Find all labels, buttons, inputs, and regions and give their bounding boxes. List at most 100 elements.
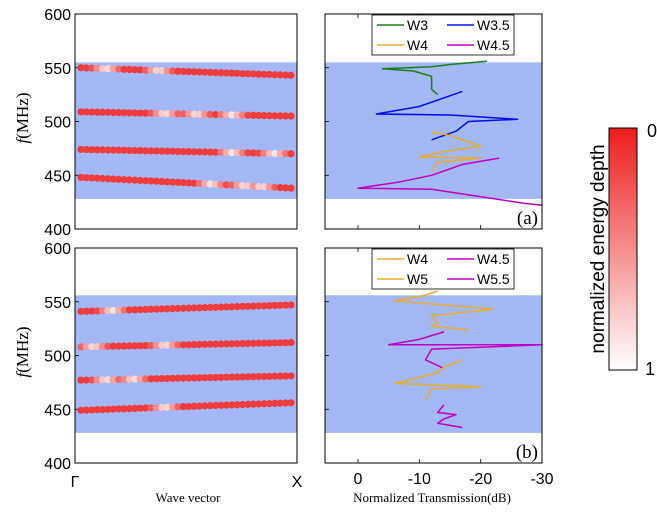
mode-point [152, 305, 160, 313]
colorbar-label: normalized energy depth [588, 144, 609, 353]
mode-point [265, 399, 274, 408]
mode-point [282, 399, 290, 407]
transmission-curve-W4 [394, 290, 494, 331]
mode-point [77, 376, 85, 384]
mode-point [174, 374, 182, 382]
mode-point [282, 301, 290, 309]
mode-point [249, 182, 257, 190]
y-axis-label-top: f(MHz) [13, 93, 32, 144]
panel-label: (a) [517, 208, 538, 229]
mode-point [195, 402, 204, 410]
mode-point [190, 340, 198, 349]
mode-point [255, 339, 263, 347]
mode-point [233, 373, 241, 381]
mode-point [131, 404, 139, 412]
mode-point [255, 149, 263, 157]
mode-point [136, 66, 144, 74]
transmission-curve-W3-5 [375, 90, 519, 141]
mode-point [238, 373, 247, 381]
mode-point [244, 400, 252, 408]
mode-point [271, 71, 279, 79]
mode-point [98, 307, 107, 315]
mode-point [195, 340, 204, 349]
mode-point [222, 69, 230, 77]
mode-point [142, 375, 150, 383]
mode-point [287, 339, 295, 347]
x-tick-label: -30 [530, 471, 553, 488]
mode-point [82, 108, 90, 116]
mode-point [190, 304, 198, 312]
colorbar-gradient [608, 127, 638, 371]
mode-point [152, 341, 160, 349]
legend-entry: W5 [407, 271, 428, 287]
mode-point [238, 149, 247, 157]
mode-point [249, 149, 257, 157]
mode-point [131, 306, 139, 314]
mode-point [115, 306, 123, 314]
mode-point [217, 148, 225, 156]
mode-point [195, 179, 204, 188]
mode-point [125, 109, 134, 117]
legend-entry: W4 [407, 37, 428, 53]
mode-point [222, 181, 230, 189]
transmission-curve-W5 [394, 359, 482, 400]
mode-point [82, 376, 90, 384]
mode-point [168, 110, 177, 118]
axes-frame [74, 13, 298, 230]
mode-point [104, 146, 112, 154]
mode-point [265, 70, 274, 79]
mode-point [265, 149, 274, 157]
mode-point [152, 66, 160, 75]
mode-point [109, 306, 117, 315]
mode-point [163, 374, 171, 383]
mode-point [125, 146, 134, 155]
mode-point [190, 179, 198, 187]
mode-point [120, 342, 128, 350]
mode-point [228, 303, 236, 311]
mode-point [158, 374, 166, 383]
mode-point [77, 64, 85, 72]
mode-point [168, 403, 177, 411]
legend-box [371, 14, 515, 56]
mode-point [131, 176, 139, 184]
mode-point [201, 148, 209, 156]
mode-point [190, 110, 198, 118]
mode-point [217, 111, 225, 119]
y-tick-label: 600 [44, 7, 71, 24]
mode-point [115, 405, 123, 413]
colorbar-tick-top: 0 [647, 121, 657, 141]
mode-point [222, 340, 230, 348]
mode-point [174, 304, 182, 313]
mode-point [120, 306, 128, 314]
axes-frame [74, 247, 298, 464]
x-tick-label: -20 [469, 471, 492, 488]
mode-point [163, 341, 171, 349]
mode-point [125, 176, 134, 184]
mode-point [168, 67, 177, 75]
mode-point [201, 340, 209, 348]
mode-point [88, 64, 96, 72]
mode-point [206, 340, 214, 348]
y-tick-label: 500 [44, 115, 71, 132]
mode-point [136, 404, 144, 412]
mode-point [77, 406, 85, 414]
y-axis-label-unit: (MHz) [13, 327, 32, 373]
mode-point [217, 180, 225, 189]
mode-point [249, 70, 257, 78]
mode-point [195, 148, 204, 156]
mode-point [82, 64, 90, 72]
mode-point [201, 402, 209, 410]
transmission-curve-W4-5 [357, 157, 543, 207]
mode-point [163, 305, 171, 313]
y-axis-label-bottom: f(MHz) [13, 327, 32, 378]
mode-point [217, 303, 225, 311]
mode-point [93, 64, 101, 72]
mode-point [115, 375, 123, 384]
mode-point [147, 375, 155, 383]
mode-point [255, 182, 263, 191]
mode-point [109, 146, 117, 154]
mode-point [228, 181, 236, 189]
mode-point [201, 374, 209, 382]
mode-point [244, 111, 252, 119]
